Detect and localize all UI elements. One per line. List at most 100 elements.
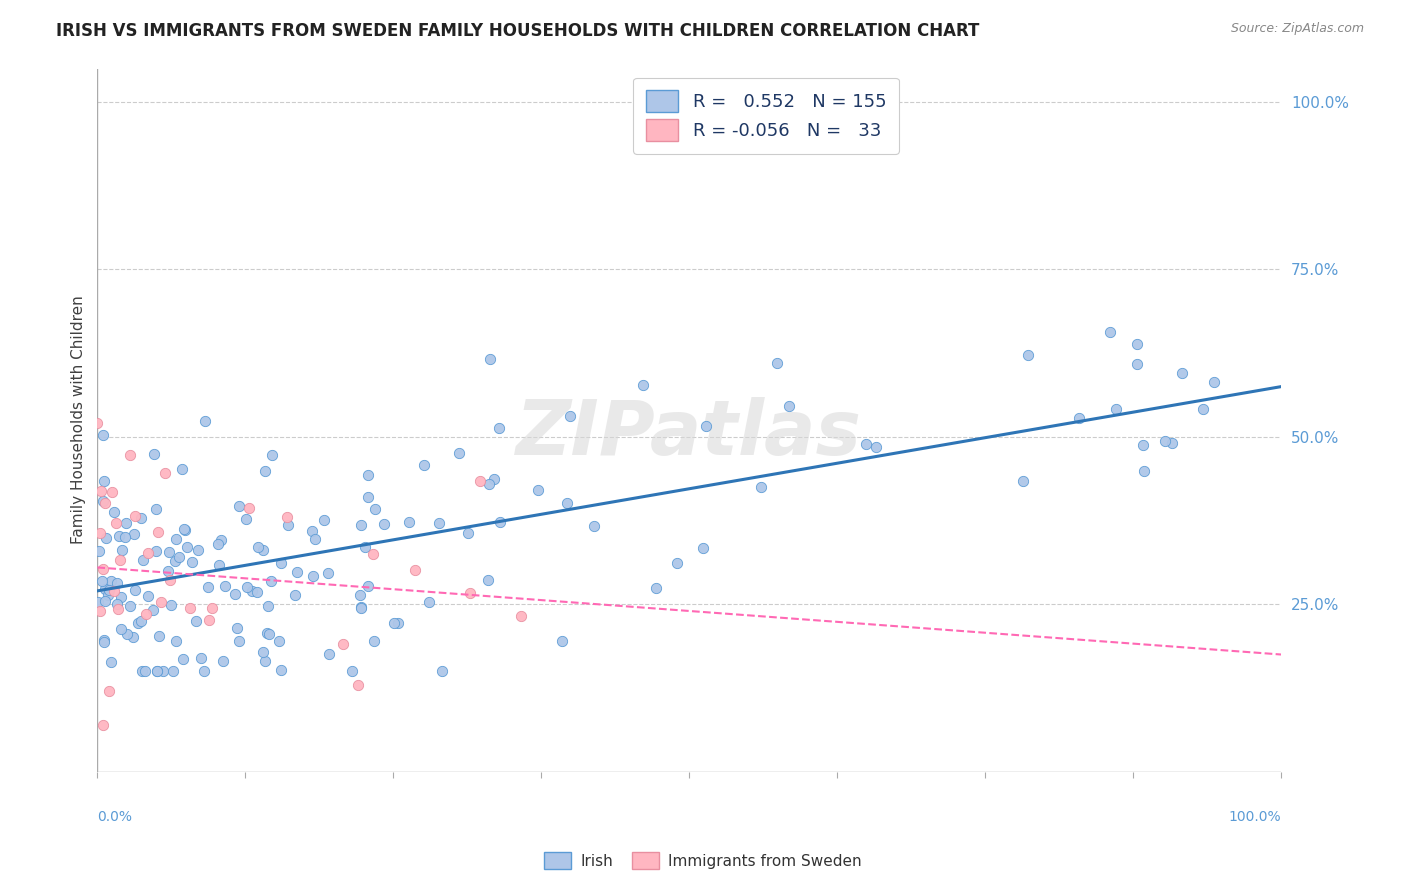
Point [357, 467, 380, 482]
Point [159, 573, 181, 587]
Text: 0.0%: 0.0% [97, 810, 132, 824]
Point [87, 595, 110, 609]
Point [135, 607, 157, 621]
Point [103, 584, 125, 599]
Point [187, 542, 209, 557]
Point [136, 546, 159, 560]
Point [225, 621, 247, 635]
Point [353, 540, 375, 554]
Point [460, 586, 482, 600]
Point [363, 634, 385, 648]
Text: ZIPatlas: ZIPatlas [516, 397, 862, 471]
Point [270, 664, 292, 678]
Point [160, 598, 183, 612]
Point [253, 654, 276, 668]
Point [387, 616, 409, 631]
Point [98, 582, 121, 597]
Point [349, 588, 371, 602]
Point [457, 525, 479, 540]
Point [152, 665, 174, 679]
Point [129, 511, 152, 525]
Point [1017, 348, 1039, 362]
Point [350, 518, 373, 533]
Point [146, 524, 169, 539]
Point [179, 600, 201, 615]
Point [260, 574, 283, 589]
Point [749, 480, 772, 494]
Point [107, 597, 129, 611]
Point [91, 427, 114, 442]
Point [122, 630, 145, 644]
Point [488, 420, 510, 434]
Point [558, 409, 581, 423]
Point [583, 518, 606, 533]
Point [1067, 410, 1090, 425]
Point [346, 678, 368, 692]
Point [482, 472, 505, 486]
Legend: R =   0.552   N = 155, R = -0.056   N =   33: R = 0.552 N = 155, R = -0.056 N = 33 [633, 78, 898, 154]
Point [134, 665, 156, 679]
Point [110, 622, 132, 636]
Point [398, 515, 420, 529]
Point [107, 602, 129, 616]
Point [284, 588, 307, 602]
Point [93, 474, 115, 488]
Point [1125, 357, 1147, 371]
Point [1132, 464, 1154, 478]
Point [1202, 375, 1225, 389]
Point [287, 565, 309, 579]
Point [198, 613, 221, 627]
Point [477, 573, 499, 587]
Point [174, 523, 197, 537]
Text: Source: ZipAtlas.com: Source: ZipAtlas.com [1230, 22, 1364, 36]
Point [167, 549, 190, 564]
Point [1105, 402, 1128, 417]
Point [86, 417, 108, 431]
Point [108, 553, 131, 567]
Point [190, 650, 212, 665]
Point [404, 563, 426, 577]
Point [430, 665, 453, 679]
Point [373, 517, 395, 532]
Point [240, 584, 263, 599]
Point [173, 522, 195, 536]
Point [228, 499, 250, 513]
Point [162, 665, 184, 679]
Point [236, 580, 259, 594]
Point [1132, 438, 1154, 452]
Point [90, 483, 112, 498]
Point [312, 513, 335, 527]
Point [644, 581, 666, 595]
Point [118, 449, 141, 463]
Point [1099, 326, 1122, 340]
Point [136, 589, 159, 603]
Point [94, 496, 117, 510]
Point [765, 356, 787, 370]
Point [1161, 436, 1184, 450]
Point [357, 490, 380, 504]
Point [1171, 366, 1194, 380]
Point [224, 587, 246, 601]
Point [150, 595, 173, 609]
Point [527, 483, 550, 497]
Point [91, 562, 114, 576]
Point [142, 447, 165, 461]
Point [1126, 337, 1149, 351]
Point [551, 633, 574, 648]
Point [418, 595, 440, 609]
Point [260, 448, 283, 462]
Point [93, 634, 115, 648]
Point [778, 399, 800, 413]
Point [145, 502, 167, 516]
Point [131, 553, 153, 567]
Point [692, 541, 714, 555]
Point [180, 554, 202, 568]
Point [427, 516, 450, 531]
Point [364, 502, 387, 516]
Point [301, 524, 323, 539]
Point [124, 527, 146, 541]
Point [120, 599, 142, 613]
Point [100, 655, 122, 669]
Point [98, 684, 121, 698]
Point [468, 474, 491, 488]
